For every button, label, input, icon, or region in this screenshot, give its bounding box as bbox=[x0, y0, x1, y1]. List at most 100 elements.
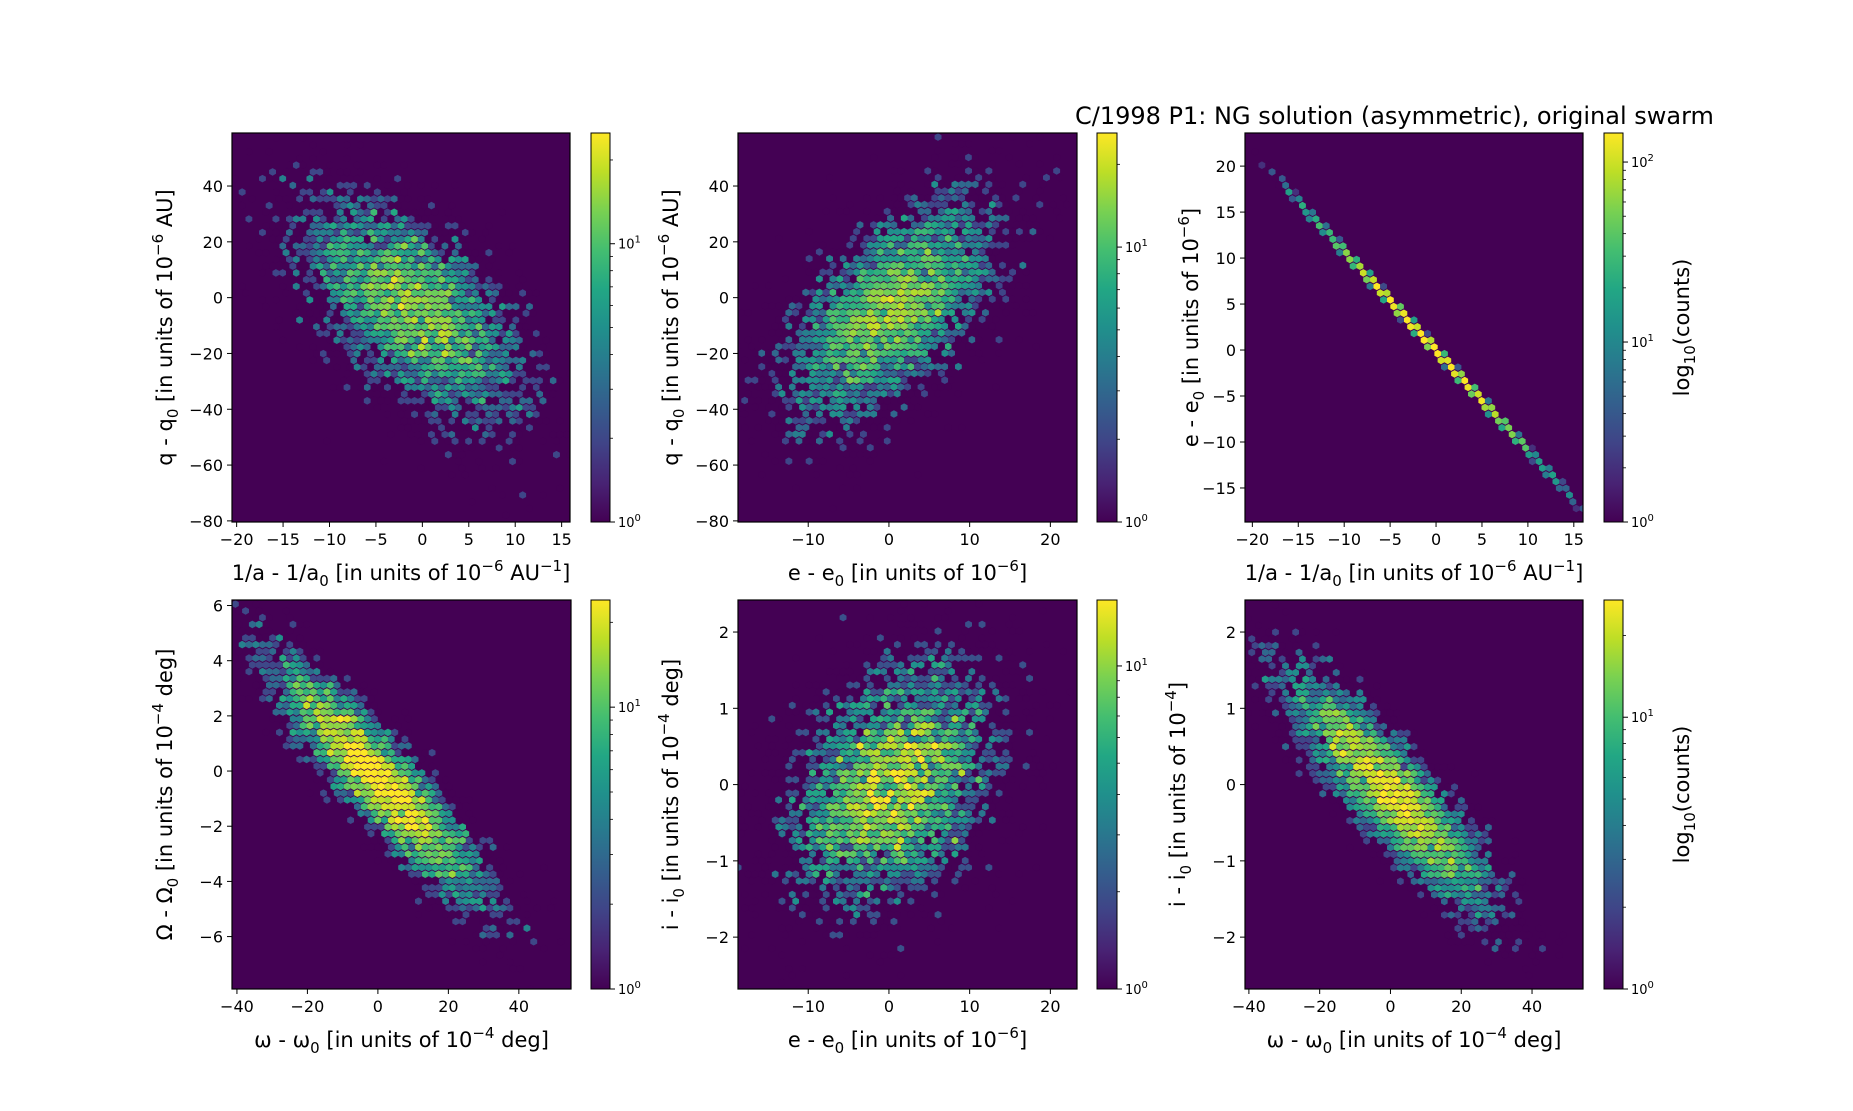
hexbin-cell bbox=[866, 268, 874, 276]
hexbin-cell bbox=[965, 234, 972, 243]
hexbin-cell bbox=[347, 762, 355, 770]
hexbin-cell bbox=[985, 742, 993, 750]
hexbin-cell bbox=[761, 369, 769, 378]
hexbin-cell bbox=[961, 254, 969, 263]
hexbin-cell bbox=[799, 775, 806, 784]
hexbin-cell bbox=[937, 809, 945, 818]
hexbin-cell bbox=[1336, 715, 1344, 724]
hexbin-cell bbox=[1424, 837, 1431, 845]
hexbin-cell bbox=[360, 255, 368, 264]
hexbin-cell bbox=[826, 403, 833, 411]
hexbin-cell bbox=[1420, 803, 1428, 811]
hexbin-cell bbox=[428, 376, 435, 385]
hexbin-cell bbox=[303, 661, 310, 669]
hexbin-cell bbox=[360, 843, 368, 851]
hexbin-cell bbox=[303, 688, 310, 696]
hexbin-cell bbox=[863, 809, 871, 818]
hexbin-cell bbox=[482, 870, 490, 878]
hexbin-cell bbox=[853, 335, 861, 344]
hexbin-cell bbox=[1019, 823, 1027, 831]
hexbin-cell bbox=[455, 242, 462, 250]
hexbin-cell bbox=[469, 897, 477, 905]
hexbin-cell bbox=[428, 417, 435, 425]
hexbin-cell bbox=[479, 958, 487, 966]
hexbin-cell bbox=[424, 343, 432, 351]
hexbin-cell bbox=[948, 843, 955, 851]
hexbin-cell bbox=[941, 775, 949, 784]
hexbin-cell bbox=[832, 308, 840, 317]
hexbin-cell bbox=[1501, 417, 1509, 425]
hexbin-cell bbox=[1410, 783, 1418, 791]
hexbin-cell bbox=[455, 255, 462, 264]
hexbin-cell bbox=[269, 674, 277, 683]
hexbin-cell bbox=[401, 856, 409, 865]
hexbin-cell bbox=[846, 816, 854, 824]
hexbin-cell bbox=[900, 362, 908, 371]
hexbin-cell bbox=[306, 282, 314, 291]
hexbin-cell bbox=[377, 316, 385, 324]
hexbin-cell bbox=[462, 897, 470, 905]
hexbin-cell bbox=[853, 389, 861, 398]
hexbin-cell bbox=[917, 369, 925, 378]
hexbin-cell bbox=[1454, 843, 1462, 852]
hexbin-cell bbox=[822, 356, 830, 364]
hexbin-cell bbox=[242, 647, 249, 656]
hexbin-cell bbox=[890, 234, 898, 243]
hexbin-cell bbox=[1464, 917, 1472, 926]
hexbin-cell bbox=[968, 227, 976, 236]
hexbin-cell bbox=[425, 796, 433, 804]
hexbin-cell bbox=[452, 823, 460, 831]
hexbin-cell bbox=[370, 329, 378, 338]
hexbin-cell bbox=[323, 782, 331, 791]
hexbin-cell bbox=[286, 255, 293, 264]
hexbin-cell bbox=[455, 336, 462, 344]
hexbin-cell bbox=[374, 816, 382, 824]
hexbin-cell bbox=[1278, 668, 1286, 677]
hexbin-cell bbox=[999, 180, 1006, 189]
hexbin-cell bbox=[954, 762, 962, 770]
hexbin-cell bbox=[795, 410, 803, 418]
hexbin-cell bbox=[1312, 215, 1320, 223]
hexbin-cell bbox=[553, 383, 560, 392]
hexbin-cell bbox=[488, 323, 496, 331]
hexbin-cell bbox=[873, 870, 881, 878]
hexbin-cell bbox=[445, 823, 453, 831]
hexbin-cell bbox=[937, 823, 945, 831]
hexbin-cell bbox=[421, 309, 429, 318]
hexbin-cell bbox=[485, 275, 493, 284]
hexbin-cell bbox=[326, 269, 334, 277]
hexbin-cell bbox=[890, 850, 898, 858]
hexbin-cell bbox=[461, 403, 469, 412]
hexbin-cell bbox=[751, 403, 759, 411]
hexbin-cell bbox=[849, 396, 857, 405]
hexbin-cell bbox=[390, 356, 398, 365]
hexbin-cell bbox=[819, 322, 827, 330]
hexbin-cell bbox=[1022, 173, 1030, 182]
hexbin-cell bbox=[238, 627, 246, 635]
hexbin-cell bbox=[870, 647, 878, 656]
hexbin-cell bbox=[778, 924, 786, 932]
hexbin-cell bbox=[461, 309, 469, 318]
hexbin-cell bbox=[1043, 173, 1050, 182]
hexbin-cell bbox=[1444, 356, 1452, 365]
hexbin-cell bbox=[451, 437, 459, 445]
hexbin-cell bbox=[529, 403, 537, 412]
hexbin-cell bbox=[761, 450, 769, 459]
hexbin-cell bbox=[506, 904, 514, 912]
hexbin-cell bbox=[1555, 484, 1563, 493]
hexbin-cell bbox=[738, 755, 742, 764]
hexbin-cell bbox=[954, 829, 962, 838]
hexbin-cell bbox=[958, 329, 966, 337]
hexbin-cell bbox=[380, 215, 388, 223]
hexbin-cell bbox=[542, 349, 550, 358]
colorbar-tick-label: 100 bbox=[618, 980, 641, 998]
label-part-sup: −6 bbox=[149, 234, 167, 256]
hexbin-cell bbox=[887, 254, 894, 263]
hexbin-cell bbox=[488, 363, 496, 371]
hexbin-cell bbox=[1478, 904, 1485, 912]
hexbin-cell bbox=[343, 329, 351, 338]
hexbin-cell bbox=[1022, 268, 1030, 276]
hexbin-cell bbox=[384, 195, 391, 203]
hexbin-cell bbox=[687, 823, 694, 831]
hexbin-cell bbox=[815, 302, 823, 310]
